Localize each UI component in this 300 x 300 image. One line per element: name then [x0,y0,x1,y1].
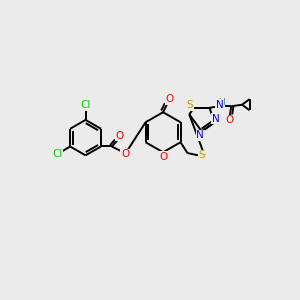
Text: N: N [216,100,224,110]
Text: N: N [212,114,220,124]
Text: O: O [226,115,234,125]
Text: N: N [196,130,204,140]
Text: Cl: Cl [80,100,91,110]
Text: O: O [159,152,167,162]
Text: O: O [165,94,173,104]
Text: S: S [198,150,205,160]
Text: O: O [116,131,124,141]
Text: H: H [218,98,224,107]
Text: Cl: Cl [52,149,63,159]
Text: O: O [121,149,129,159]
Text: S: S [187,100,194,110]
